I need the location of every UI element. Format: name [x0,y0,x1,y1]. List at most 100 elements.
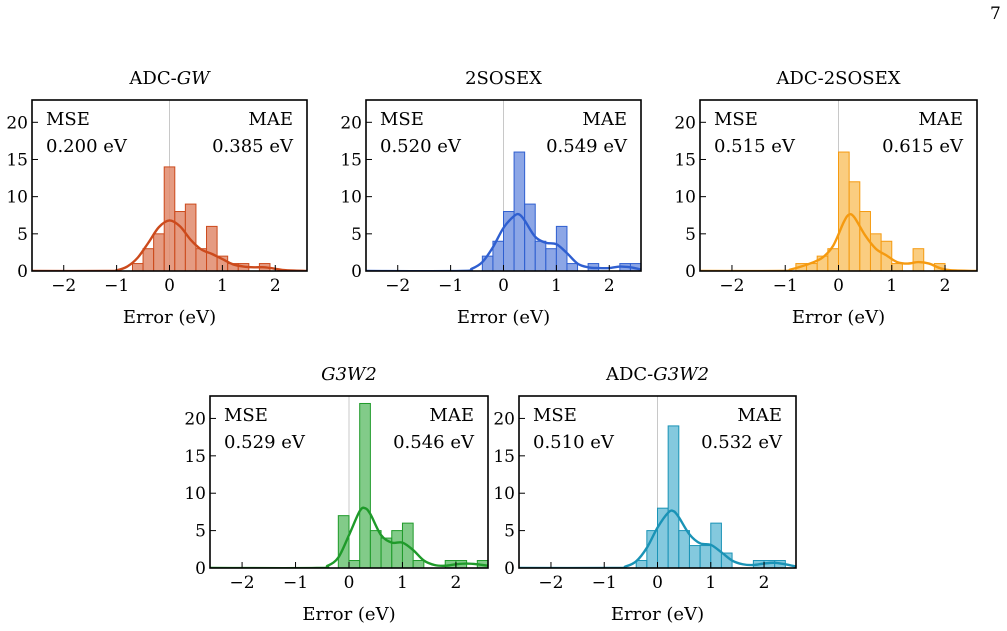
x-tick-label: 1 [397,573,408,593]
x-tick-label: −2 [385,276,410,296]
mse-label: MSE [380,109,424,130]
y-tick-label: 20 [184,409,206,429]
histogram-bar [184,203,197,271]
x-axis-label: Error (eV) [123,307,216,328]
histogram-bar [153,233,165,271]
y-tick-label: 10 [184,484,206,504]
x-tick-label: 1 [705,573,716,593]
histogram-bar [163,166,176,271]
mse-value: 0.200 eV [46,136,128,157]
mae-value: 0.549 eV [546,136,628,157]
mse-value: 0.510 eV [533,432,615,453]
x-tick-label: 0 [652,573,663,593]
x-tick-label: 2 [451,573,462,593]
histogram-bar [337,515,350,568]
chart-title: ADC-G3W2 [605,364,709,385]
y-tick-label: 5 [351,225,362,245]
density-curve [366,212,641,271]
y-tick-label: 20 [493,409,515,429]
chart-title-part: G3W2 [653,364,709,385]
chart-title-part: ADC-2SOSEX [775,68,900,89]
histogram-bar [131,263,144,271]
chart-title: ADC-GW [128,68,211,89]
y-tick-label: 20 [6,113,28,133]
mae-value: 0.546 eV [393,432,475,453]
x-tick-label: 2 [940,276,951,296]
y-tick-label: 5 [504,522,515,542]
histogram-bar [142,248,155,271]
mae-label: MAE [737,405,782,426]
y-tick-label: 0 [195,559,206,579]
histogram-bar [412,560,425,568]
x-tick-label: 2 [759,573,770,593]
histogram-bar [912,248,925,271]
x-tick-label: 0 [344,573,355,593]
x-tick-label: 0 [498,276,509,296]
histogram-bar [699,545,712,568]
x-tick-label: 2 [604,276,615,296]
x-tick-label: 2 [270,276,281,296]
histogram-bar [545,248,557,271]
chart-title-part: 2SOSEX [465,68,542,89]
histogram-bar [206,225,218,271]
histogram-bar [348,560,361,568]
mse-value: 0.515 eV [714,136,796,157]
chart-title: 2SOSEX [465,68,542,89]
plot-area [32,100,307,271]
histogram-bar [838,151,850,271]
y-tick-label: 0 [504,559,515,579]
histogram-bar [657,507,669,568]
x-tick-label: 1 [886,276,897,296]
x-tick-label: −2 [719,276,744,296]
x-tick-label: −1 [104,276,129,296]
x-tick-label: −2 [538,573,563,593]
histogram-bar [891,263,903,271]
histogram-bar [534,240,547,271]
mae-label: MAE [248,109,293,130]
y-tick-label: 10 [340,188,362,208]
x-axis-label: Error (eV) [611,604,704,625]
mse-value: 0.529 eV [224,432,306,453]
density-curve [32,219,307,271]
mae-label: MAE [429,405,474,426]
mse-label: MSE [46,109,90,130]
histogram-bar [513,151,526,271]
y-tick-label: 10 [493,484,515,504]
x-tick-label: 1 [551,276,562,296]
mse-value: 0.520 eV [380,136,462,157]
y-tick-label: 15 [340,150,362,170]
chart-panel: 0 5 10 15 20 −2 −1 0 1 2 Error (eV) ADC-GW MSE 0.200 … [6,68,308,328]
mse-label: MSE [533,405,577,426]
histogram-bar [359,402,371,568]
y-tick-label: 20 [340,113,362,133]
x-tick-label: −2 [230,573,255,593]
y-tick-label: 10 [674,188,696,208]
histogram-bar [481,255,494,271]
mae-value: 0.532 eV [701,432,783,453]
histogram-bar [174,211,186,271]
y-tick-label: 10 [6,188,28,208]
mae-label: MAE [918,109,963,130]
chart-panel: 0 5 10 15 20 −2 −1 0 1 2 Error (eV) ADC-2SOSEX MSE 0.… [674,68,978,328]
mae-value: 0.615 eV [882,136,964,157]
y-tick-label: 0 [17,262,28,282]
chart-title-part: G3W2 [321,364,377,385]
mse-label: MSE [714,109,758,130]
y-tick-label: 20 [674,113,696,133]
x-axis-label: Error (eV) [792,307,885,328]
mae-value: 0.385 eV [212,136,294,157]
histogram-bar [848,181,861,271]
x-tick-label: 0 [164,276,175,296]
plot-area [366,100,641,271]
x-tick-label: −1 [773,276,798,296]
plot-area [519,396,796,568]
y-tick-label: 5 [17,225,28,245]
y-tick-label: 5 [195,522,206,542]
x-axis-label: Error (eV) [302,604,395,625]
y-tick-label: 15 [6,150,28,170]
y-tick-label: 15 [674,150,696,170]
chart-panel: 0 5 10 15 20 −2 −1 0 1 2 Error (eV) ADC-G3W2 MSE 0.51… [493,364,797,625]
histogram-bar [667,425,680,568]
mae-label: MAE [582,109,627,130]
histogram-bar [678,530,690,568]
